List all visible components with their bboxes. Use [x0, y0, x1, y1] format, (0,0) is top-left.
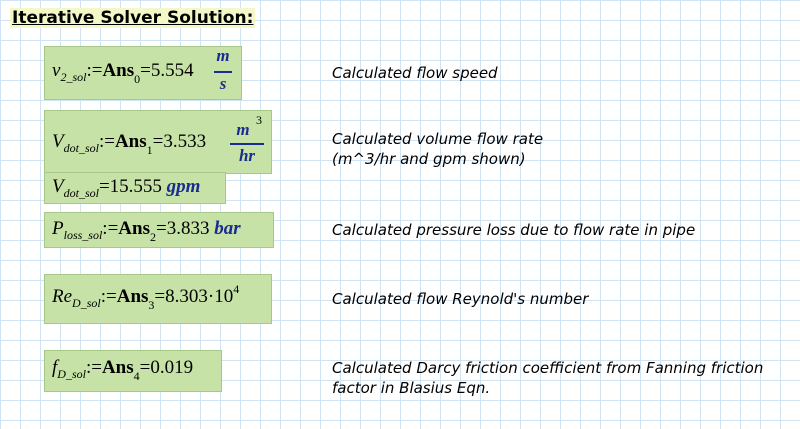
ploss-sol-region[interactable]	[44, 212, 274, 248]
power-base: 10	[214, 286, 234, 307]
ans-index: 4	[133, 369, 140, 383]
variable-name: v	[52, 60, 61, 81]
v2-sol-expression: v2_sol:=Ans0=5.554	[52, 60, 194, 86]
variable-subscript: D_sol	[72, 296, 101, 310]
ans-vector: Ans	[101, 357, 134, 378]
unit-numerator: m	[236, 120, 250, 139]
unit-fraction-bar	[230, 143, 264, 145]
variable-name: V	[52, 176, 64, 197]
multiply-dot: ·	[207, 286, 215, 307]
vdot-sol-description-2: (m^3/hr and gpm shown)	[332, 150, 526, 168]
equals-sign: =	[152, 131, 164, 152]
equals-sign: =	[154, 286, 166, 307]
result-value: 3.533	[163, 131, 207, 152]
variable-subscript: dot_sol	[63, 141, 99, 155]
vdot-gpm-expression: Vdot_sol=15.555 gpm	[52, 176, 201, 200]
equals-sign: =	[98, 176, 110, 197]
ans-vector: Ans	[118, 218, 150, 239]
ans-vector: Ans	[102, 60, 135, 81]
unit-denominator: s	[219, 74, 227, 93]
fd-sol-region[interactable]	[44, 350, 222, 392]
equals-sign: =	[155, 218, 167, 239]
re-sol-expression: ReD_sol:=Ans3=8.303·104	[52, 282, 239, 312]
fd-sol-description: Calculated Darcy friction coefficient fr…	[332, 359, 764, 377]
assign-operator: :=	[85, 357, 102, 378]
assign-operator: :=	[98, 131, 115, 152]
vdot-sol-expression: Vdot_sol:=Ans1=3.533	[52, 131, 207, 157]
vdot-gpm-region[interactable]	[44, 172, 226, 204]
variable-subscript: dot_sol	[63, 186, 99, 200]
variable-subscript: D_sol	[57, 367, 86, 381]
ans-index: 1	[146, 143, 153, 157]
unit-label: gpm	[166, 176, 201, 197]
unit-label: bar	[214, 218, 241, 239]
result-value: 0.019	[150, 357, 194, 378]
equals-sign: =	[139, 357, 151, 378]
unit-exponent: 3	[256, 113, 262, 127]
ans-index: 3	[148, 298, 155, 312]
ans-vector: Ans	[116, 286, 149, 307]
v2-sol-region[interactable]	[44, 46, 242, 100]
ans-index: 2	[149, 230, 156, 244]
result-value: 5.554	[150, 60, 194, 81]
ploss-sol-expression: Ploss_sol:=Ans2=3.833 bar	[52, 218, 241, 244]
assign-operator: :=	[102, 218, 119, 239]
ans-index: 0	[134, 72, 141, 86]
assign-operator: :=	[100, 286, 117, 307]
variable-name: Re	[52, 286, 73, 307]
equals-sign: =	[140, 60, 151, 81]
result-value: 8.303	[165, 286, 208, 307]
unit-numerator: m	[216, 46, 230, 65]
re-sol-region[interactable]	[44, 274, 272, 324]
variable-name: P	[52, 218, 64, 239]
ans-vector: Ans	[114, 131, 147, 152]
result-value: 3.833	[166, 218, 210, 239]
variable-subscript: loss_sol	[63, 228, 103, 242]
ploss-sol-description: Calculated pressure loss due to flow rat…	[332, 221, 696, 239]
re-sol-description: Calculated flow Reynold's number	[332, 290, 589, 308]
variable-name: f	[52, 357, 58, 378]
fd-sol-description-2: factor in Blasius Eqn.	[332, 379, 491, 397]
variable-name: V	[52, 131, 64, 152]
result-value: 15.555	[109, 176, 162, 197]
vdot-sol-description: Calculated volume flow rate	[332, 130, 544, 148]
section-heading: Iterative Solver Solution:	[10, 8, 256, 28]
assign-operator: :=	[86, 60, 103, 81]
variable-subscript: 2_sol	[60, 70, 87, 84]
v2-sol-description: Calculated flow speed	[332, 64, 498, 82]
unit-denominator: hr	[238, 146, 256, 165]
unit-fraction-bar	[214, 71, 232, 73]
fd-sol-expression: fD_sol:=Ans4=0.019	[52, 357, 194, 383]
power-exponent: 4	[233, 282, 240, 296]
